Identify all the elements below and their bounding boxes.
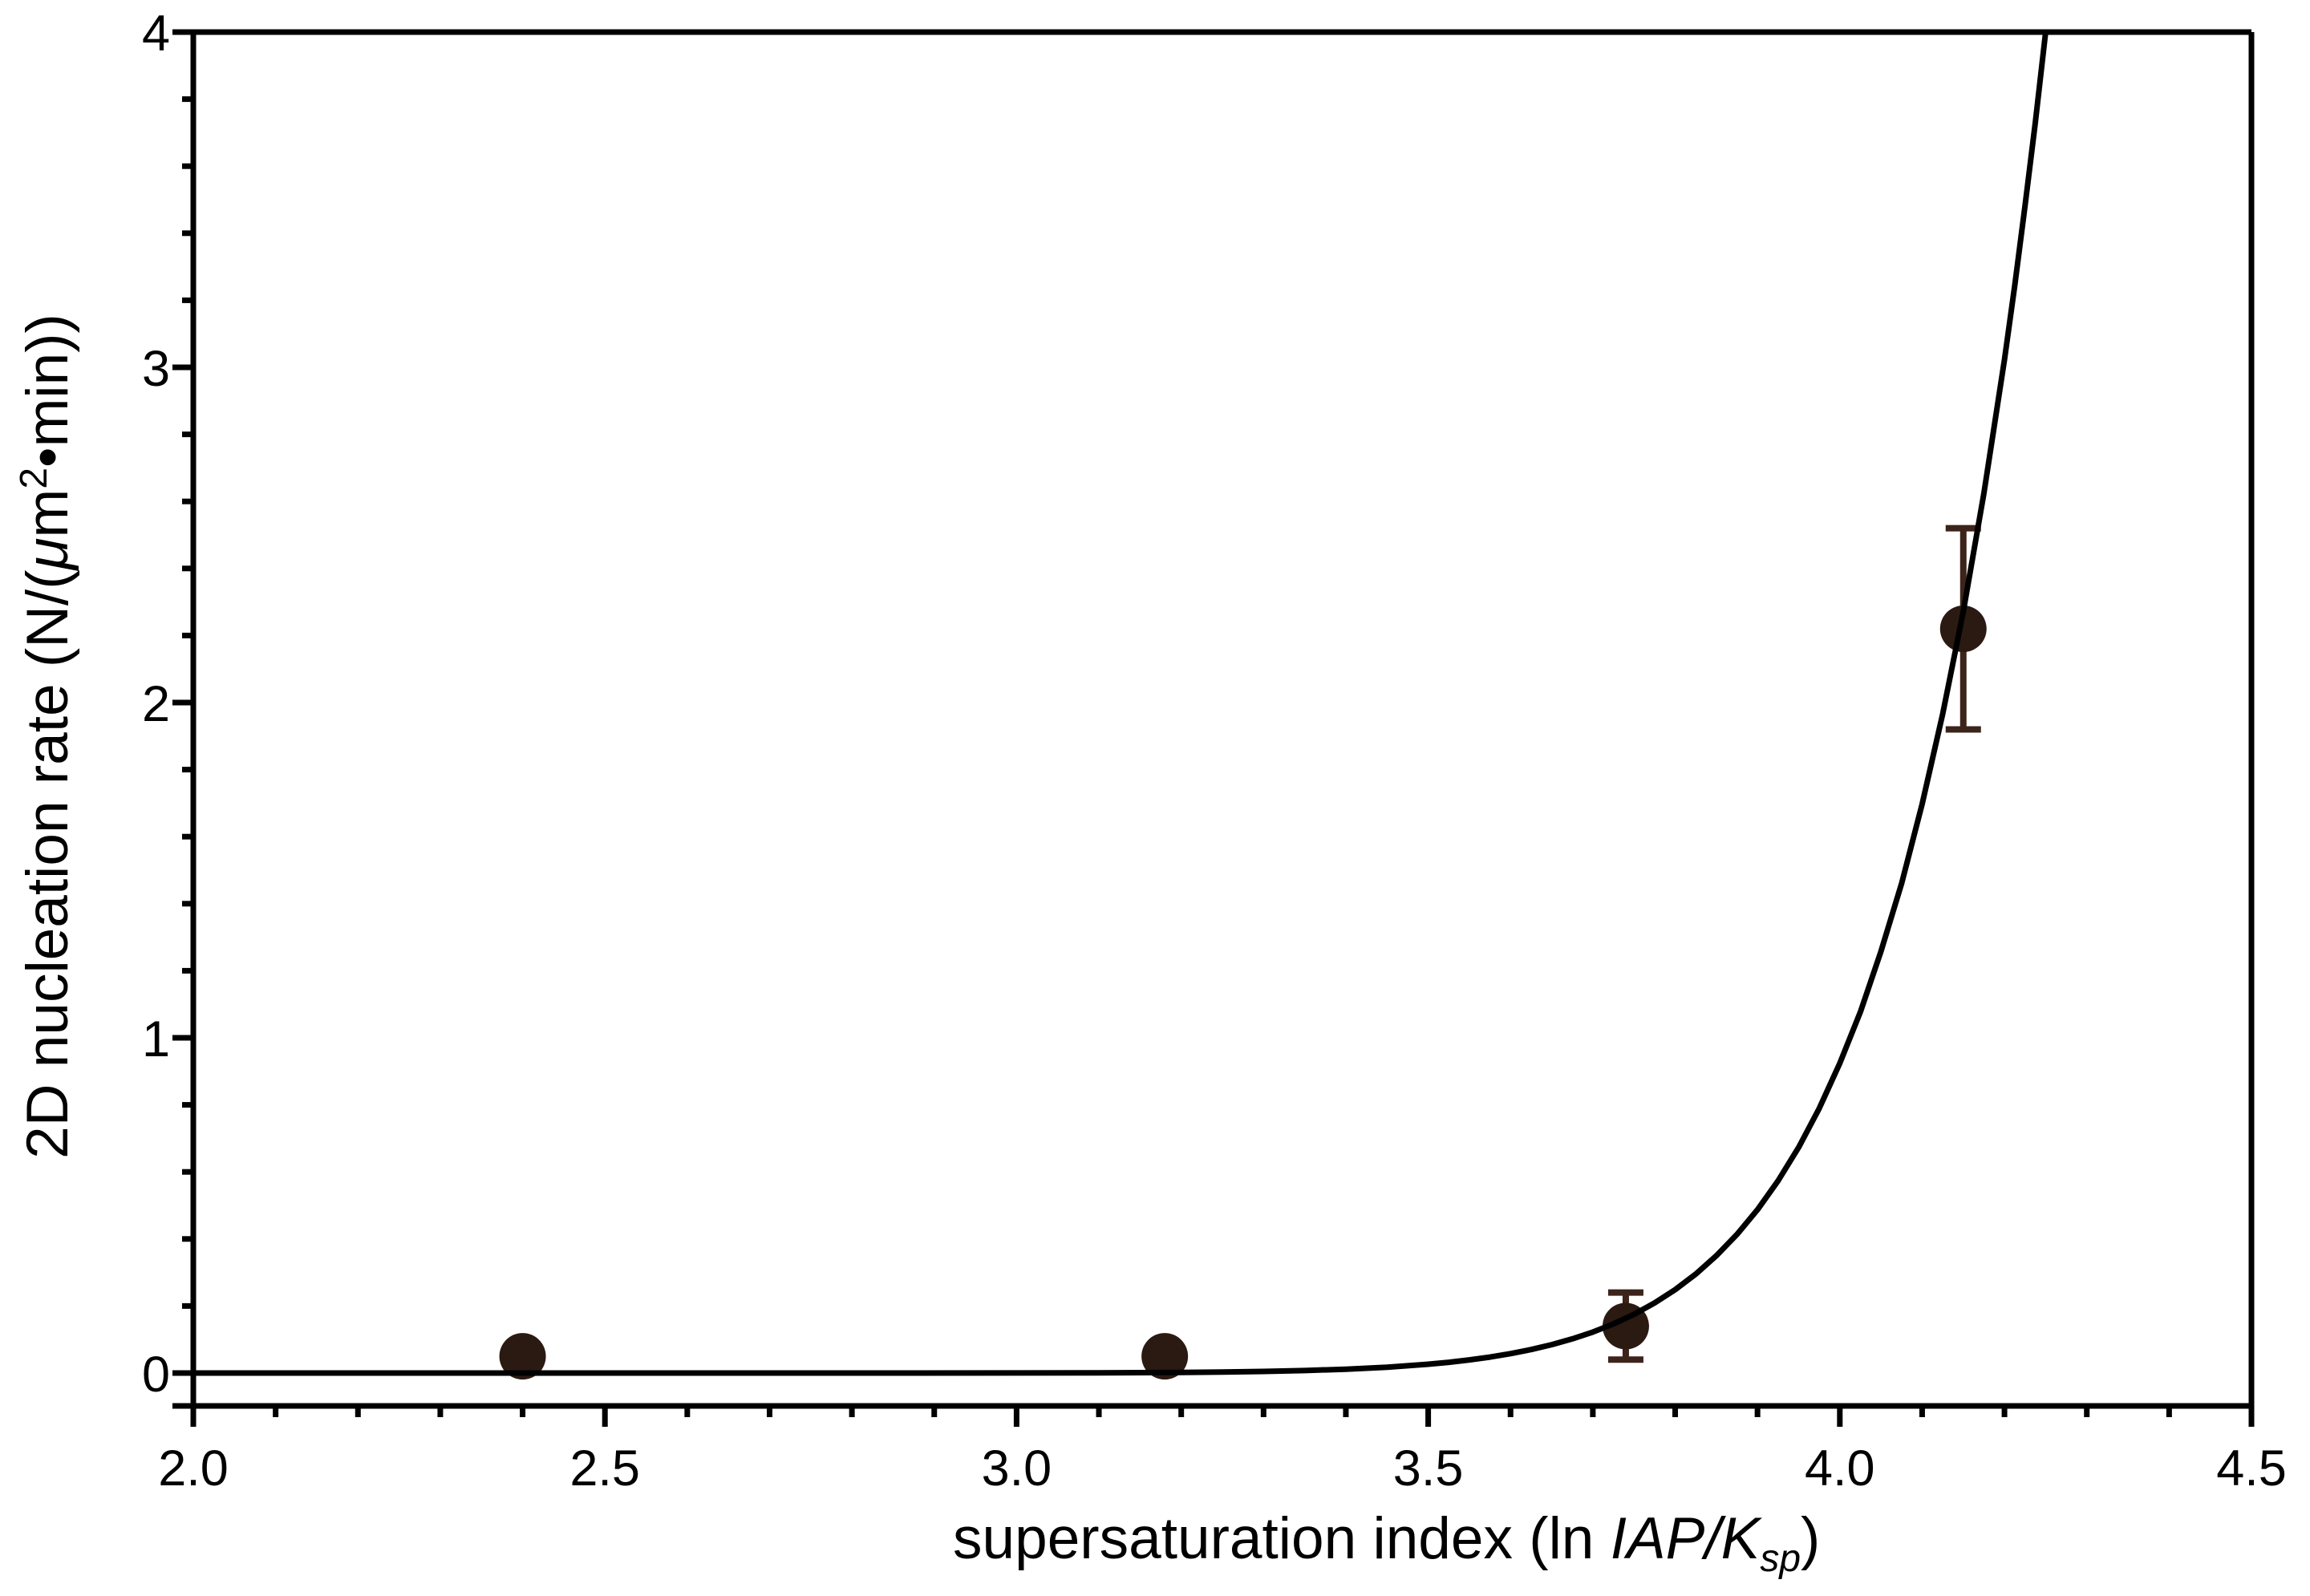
data-point [1939, 606, 1987, 653]
fit-curve-layer [193, 31, 2049, 1376]
y-tick-label: 1 [142, 1011, 170, 1067]
y-tick-label: 3 [142, 341, 170, 397]
x-tick-label: 4.5 [2216, 1440, 2287, 1497]
axis-ticks [172, 29, 2255, 1427]
x-tick-label: 4.0 [1805, 1440, 1875, 1497]
y-tick-label: 4 [142, 6, 170, 62]
fit-curve [193, 31, 2049, 1376]
axis-titles: supersaturation index (ln IAP/Ksp) 2D nuc… [13, 314, 1820, 1580]
x-tick-label: 2.0 [158, 1440, 229, 1497]
plot-frame [172, 29, 2255, 1427]
y-tick-label: 2 [142, 676, 170, 732]
data-points [499, 606, 1987, 1380]
error-bars [1607, 525, 1981, 1363]
axis-tick-labels: 0 1 2 3 4 2.0 2.5 3.0 3.5 4.0 4.5 [142, 6, 2287, 1497]
y-tick-label: 0 [142, 1347, 170, 1403]
data-point [499, 1333, 546, 1380]
data-point [1141, 1333, 1189, 1380]
x-tick-label: 2.5 [569, 1440, 640, 1497]
x-axis-title: supersaturation index (ln IAP/Ksp) [953, 1506, 1820, 1580]
x-tick-label: 3.0 [982, 1440, 1052, 1497]
x-tick-label: 3.5 [1393, 1440, 1464, 1497]
y-axis-title: 2D nucleation rate (N/(μm2•min)) [13, 314, 80, 1159]
